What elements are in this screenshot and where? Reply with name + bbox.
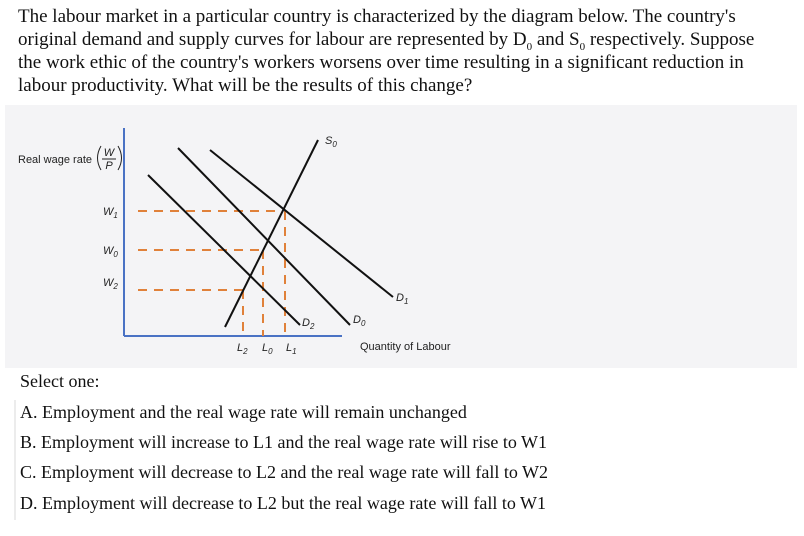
dashed-guides [138, 210, 286, 336]
text: and S [532, 29, 580, 50]
answer-option[interactable]: A. Employment and the real wage rate wil… [20, 402, 467, 422]
wage-label: W1 [103, 206, 118, 220]
answer-option[interactable]: B. Employment will increase to L1 and th… [20, 432, 548, 452]
question-line: labour productivity. What will be the re… [18, 75, 473, 96]
quantity-label: L2 [237, 342, 248, 356]
text: respectively. Suppose [585, 29, 755, 50]
text: original demand and supply curves for la… [18, 29, 527, 50]
diagram: Real wage rate W P W1 W0 W2 L2 L0 L1 S0 … [5, 105, 797, 368]
option-rule [14, 400, 16, 520]
x-axis-label: Quantity of Labour [360, 341, 451, 353]
subscript: 0 [113, 250, 118, 259]
curve-label: D1 [396, 292, 408, 306]
diagram-background [5, 105, 797, 368]
subscript: 0 [268, 347, 273, 356]
subscript: 0 [361, 319, 366, 328]
letter: D [302, 317, 310, 329]
subscript: 2 [242, 347, 248, 356]
letter: S [325, 135, 333, 147]
letter: L [262, 342, 268, 354]
question-line: the work ethic of the country's workers … [18, 52, 744, 73]
y-axis-label: Real wage rate [18, 154, 92, 166]
quantity-label: L0 [262, 342, 273, 356]
question-line: original demand and supply curves for la… [18, 29, 754, 53]
subscript: 0 [332, 140, 337, 149]
wage-label: W0 [103, 245, 118, 259]
curves [147, 139, 394, 328]
answer-prompt: Select one: [20, 371, 100, 391]
subscript: 0 [579, 40, 586, 53]
subscript: 2 [112, 282, 118, 291]
curve-label: S0 [325, 135, 337, 149]
subscript: 0 [526, 40, 533, 53]
quantity-label: L1 [286, 342, 297, 356]
subscript: 2 [309, 322, 315, 331]
wage-label: W2 [103, 277, 118, 291]
subscript: 1 [404, 297, 408, 306]
answer-option[interactable]: C. Employment will decrease to L2 and th… [20, 462, 548, 482]
paren [97, 145, 122, 171]
letter: W [103, 245, 115, 257]
fraction-numerator: W [104, 147, 116, 159]
fraction-denominator: P [105, 160, 113, 172]
letter: W [103, 277, 115, 289]
letter: D [353, 314, 361, 326]
subscript: 1 [113, 211, 117, 220]
letter: W [103, 206, 115, 218]
curve-label: D0 [353, 314, 366, 328]
question-line: The labour market in a particular countr… [18, 6, 736, 27]
curve-label: D2 [302, 317, 315, 331]
answer-option[interactable]: D. Employment will decrease to L2 but th… [20, 493, 546, 513]
subscript: 1 [292, 347, 296, 356]
letter: L [237, 342, 243, 354]
letter: D [396, 292, 404, 304]
letter: L [286, 342, 292, 354]
